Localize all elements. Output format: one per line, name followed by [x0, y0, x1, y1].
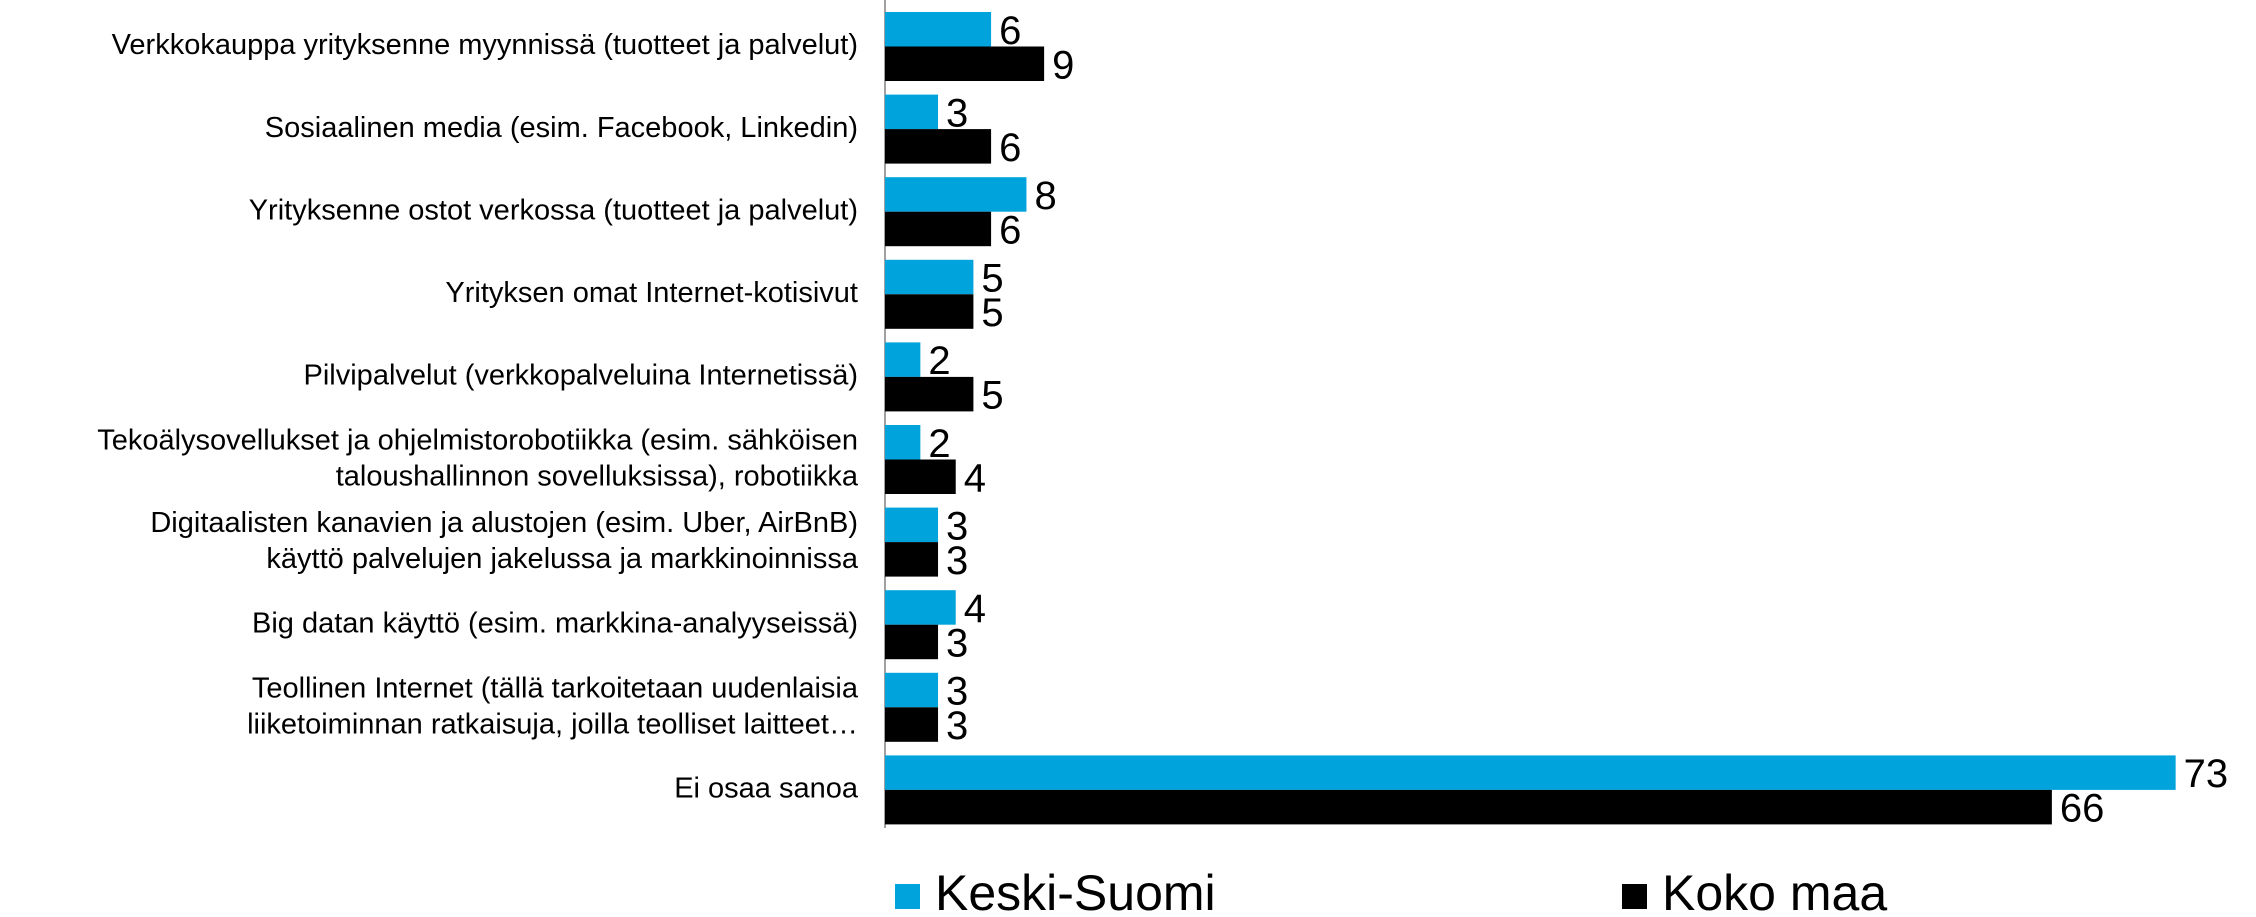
value-label: 2 [928, 422, 950, 466]
bar [885, 46, 1045, 81]
value-label: 3 [946, 91, 968, 135]
bar [885, 12, 992, 47]
bar [885, 294, 974, 329]
bar [885, 211, 992, 247]
bar [885, 624, 939, 660]
value-label: 9 [1052, 43, 1074, 87]
bar [885, 542, 939, 577]
value-label: 6 [999, 126, 1021, 170]
bar [885, 459, 956, 494]
bar [885, 376, 974, 412]
bar [885, 129, 992, 164]
bar [885, 590, 956, 625]
category-label: Sosiaalinen media (esim. Facebook, Linke… [265, 112, 858, 144]
value-label: 4 [964, 587, 986, 631]
category-label: Ei osaa sanoa [674, 773, 859, 805]
value-label: 4 [964, 456, 986, 500]
category-label: Yrityksenne ostot verkossa (tuotteet ja … [249, 194, 858, 226]
bar [885, 177, 1027, 212]
category-label: Yrityksen omat Internet-kotisivut [445, 277, 858, 309]
legend-label: Koko maa [1662, 865, 1887, 917]
category-label: Big datan käyttö (esim. markkina-analyys… [252, 607, 858, 639]
value-label: 5 [981, 291, 1003, 335]
category-label: Verkkokauppa yrityksenne myynnissä (tuot… [112, 29, 858, 61]
bar [885, 672, 939, 708]
legend-label: Keski-Suomi [935, 865, 1216, 917]
value-label: 3 [946, 704, 968, 748]
value-label: 6 [999, 209, 1021, 253]
bar [885, 707, 939, 742]
value-label: 3 [946, 504, 968, 548]
value-label: 66 [2060, 787, 2105, 831]
bar [885, 507, 939, 543]
category-label: Digitaalisten kanavien ja alustojen (esi… [150, 507, 859, 575]
bar [885, 755, 2176, 790]
value-label: 8 [1034, 174, 1056, 218]
category-label: Tekoälysovellukset ja ohjelmistorobotiik… [97, 424, 859, 492]
bar [885, 789, 2052, 825]
value-label: 3 [946, 622, 968, 666]
value-label: 73 [2184, 752, 2229, 796]
bar [885, 259, 974, 295]
category-label: Teollinen Internet (tällä tarkoitetaan u… [247, 672, 859, 740]
category-label: Pilvipalvelut (verkkopalveluina Internet… [304, 360, 858, 392]
bar [885, 342, 921, 377]
value-label: 5 [981, 374, 1003, 418]
value-label: 5 [981, 257, 1003, 301]
value-label: 3 [946, 670, 968, 714]
bar [885, 425, 921, 460]
legend-swatch [1622, 884, 1647, 909]
bar [885, 94, 939, 130]
value-label: 2 [928, 339, 950, 383]
legend-swatch [895, 884, 920, 909]
value-label: 6 [999, 9, 1021, 53]
value-label: 3 [946, 539, 968, 583]
